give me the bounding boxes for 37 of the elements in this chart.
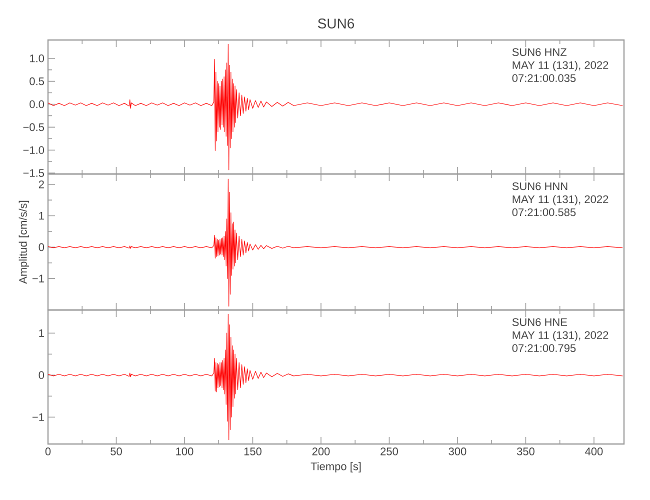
x-tick-label: 0 <box>45 448 51 456</box>
x-tick-label: 50 <box>110 448 122 456</box>
y-tick-label: 0 <box>38 371 44 379</box>
annotation: SUN6 HNE <box>512 318 567 326</box>
y-tick-label: 1 <box>39 212 44 220</box>
y-tick-label: −0.5 <box>23 123 44 132</box>
x-tick-label: 100 <box>176 448 194 456</box>
annotation: SUN6 HNN <box>512 182 568 190</box>
annotation: 07:21:00.035 <box>512 74 576 82</box>
y-tick-label: 0.0 <box>30 100 44 108</box>
annotation: MAY 11 (131), 2022 <box>512 60 608 72</box>
annotation: MAY 11 (131), 2022 <box>512 195 608 206</box>
y-tick-label: 0 <box>38 243 44 252</box>
y-axis-title: Amplitud [cm/s/s] <box>18 200 30 284</box>
x-tick-label: 200 <box>312 448 330 456</box>
y-tick-label: −1 <box>32 274 44 282</box>
annotation: MAY 11 (131), 2022 <box>512 330 608 342</box>
annotation: 07:21:00.585 <box>512 208 576 216</box>
annotation: SUN6 HNZ <box>512 48 567 56</box>
line-series <box>48 314 623 440</box>
x-axis-title: Tiempo [s] <box>310 462 361 472</box>
x-tick-label: 250 <box>380 448 398 456</box>
line-series <box>48 178 623 307</box>
annotation: 07:21:00.795 <box>512 344 576 352</box>
x-tick-label: 350 <box>516 448 534 456</box>
chart-title: SUN6 <box>318 18 354 28</box>
line-series <box>48 44 623 170</box>
y-tick-label: 1 <box>39 329 44 337</box>
x-tick-label: 300 <box>448 448 466 456</box>
y-tick-label: −1 <box>32 413 44 421</box>
x-tick-label: 400 <box>585 448 603 456</box>
x-tick-label: 150 <box>244 448 262 456</box>
y-tick-label: 0.5 <box>30 77 44 86</box>
y-tick-label: −1.5 <box>23 169 44 177</box>
y-tick-label: 2 <box>38 180 44 188</box>
y-tick-label: 1.0 <box>30 54 44 62</box>
y-tick-label: −1.0 <box>23 146 44 154</box>
